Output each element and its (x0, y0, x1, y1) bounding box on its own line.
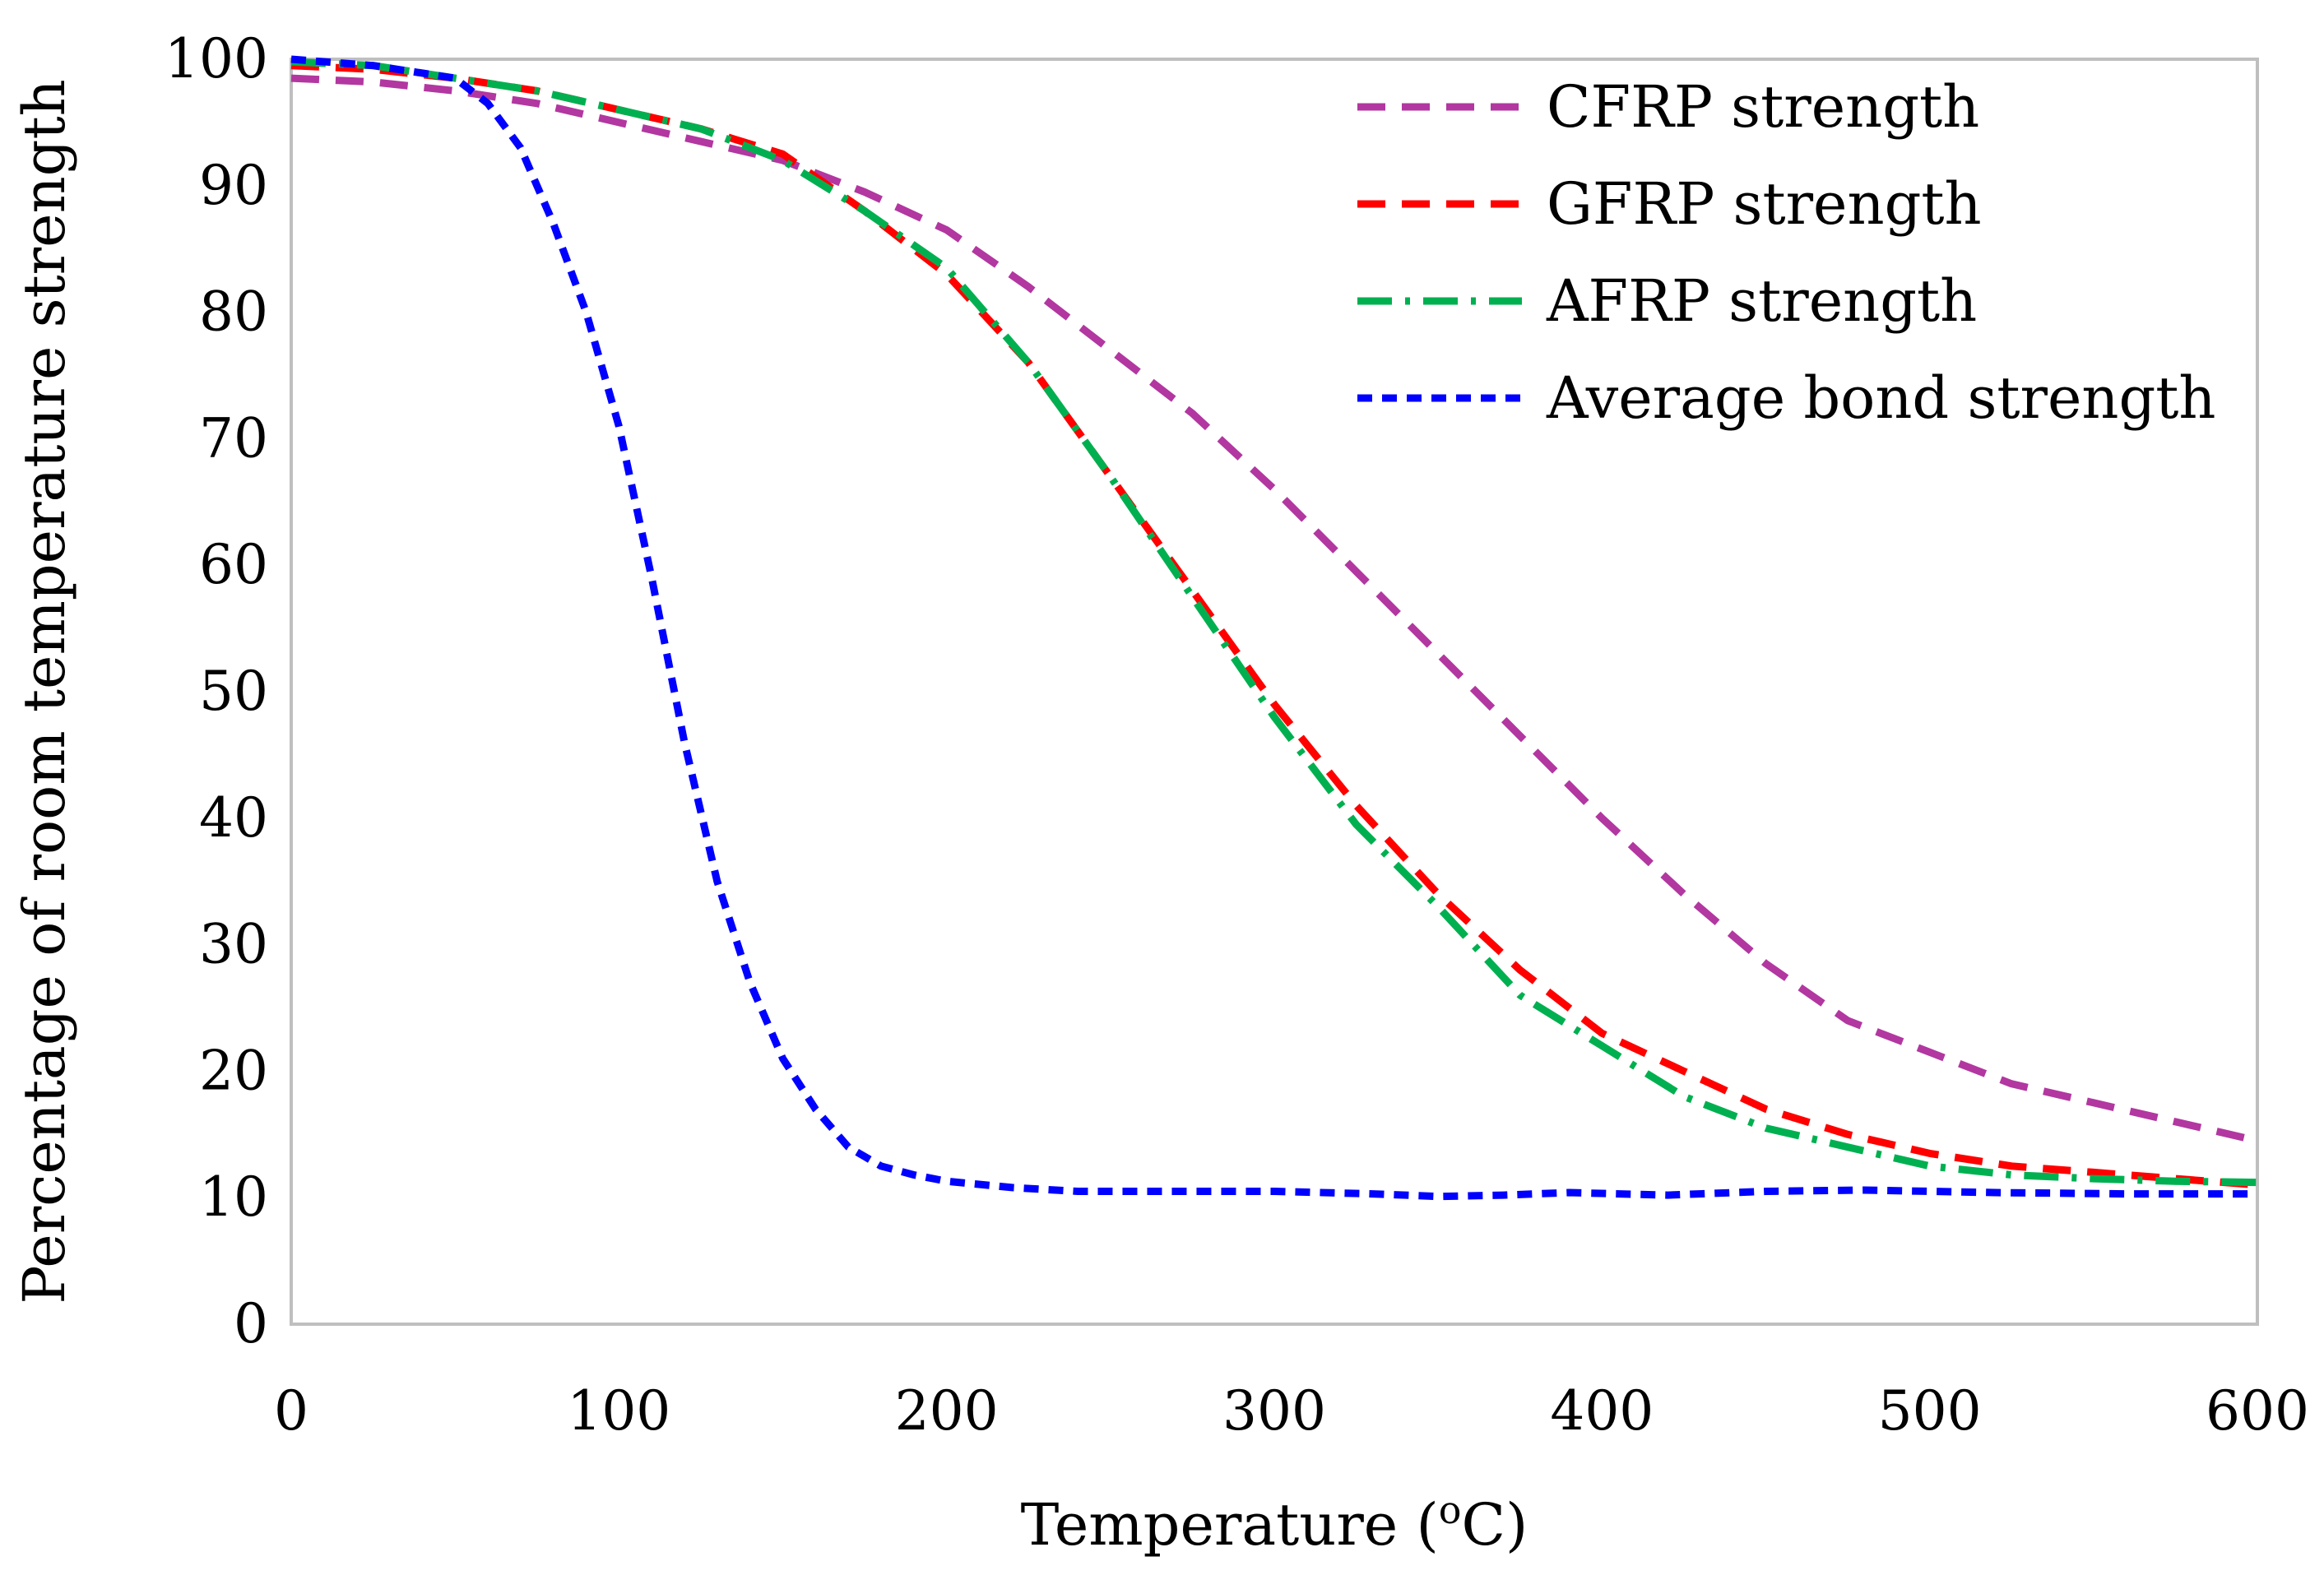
y-axis-title: Percentage of room temperature strength (11, 79, 78, 1304)
y-tick-label: 70 (199, 406, 268, 470)
y-tick-label: 0 (234, 1292, 268, 1355)
x-axis-tick-labels: 0 100 200 300 400 500 600 (274, 1379, 2309, 1443)
legend-label: CFRP strength (1547, 73, 1979, 141)
y-tick-label: 100 (165, 27, 268, 90)
x-axis-title: Temperature (oC) (1021, 1488, 1528, 1559)
series-layer (290, 55, 2259, 1201)
x-tick-label: 300 (1222, 1379, 1326, 1443)
x-tick-label: 500 (1878, 1379, 1982, 1443)
legend-label: AFRP strength (1546, 267, 1977, 335)
x-axis-title-superscript: o (1439, 1488, 1462, 1532)
series-line-3 (290, 58, 2258, 1187)
x-tick-label: 400 (1550, 1379, 1654, 1443)
series-line-4 (290, 55, 2257, 1201)
x-tick-label: 200 (895, 1379, 999, 1443)
series-line-1 (290, 74, 2259, 1145)
y-axis-tick-labels: 0 10 20 30 40 50 60 70 80 90 100 (165, 27, 268, 1355)
legend-label: GFRP strength (1547, 170, 1982, 238)
x-tick-label: 0 (274, 1379, 308, 1443)
legend-label: Average bond strength (1546, 364, 2216, 432)
y-tick-label: 40 (199, 786, 268, 850)
y-tick-label: 50 (199, 660, 268, 723)
x-axis-title-main: Temperature ( (1021, 1491, 1439, 1559)
x-axis-title-tail: C) (1461, 1491, 1528, 1559)
y-tick-label: 90 (199, 154, 268, 217)
y-tick-label: 60 (199, 533, 268, 596)
y-tick-label: 30 (199, 913, 268, 976)
plot-frame (290, 58, 2259, 1326)
x-tick-label: 600 (2206, 1379, 2309, 1443)
y-tick-label: 10 (199, 1165, 268, 1229)
legend: CFRP strength GFRP strength AFRP strength A… (1357, 73, 2216, 432)
y-tick-label: 20 (199, 1039, 268, 1102)
x-tick-label: 100 (567, 1379, 670, 1443)
y-tick-label: 80 (199, 280, 268, 344)
